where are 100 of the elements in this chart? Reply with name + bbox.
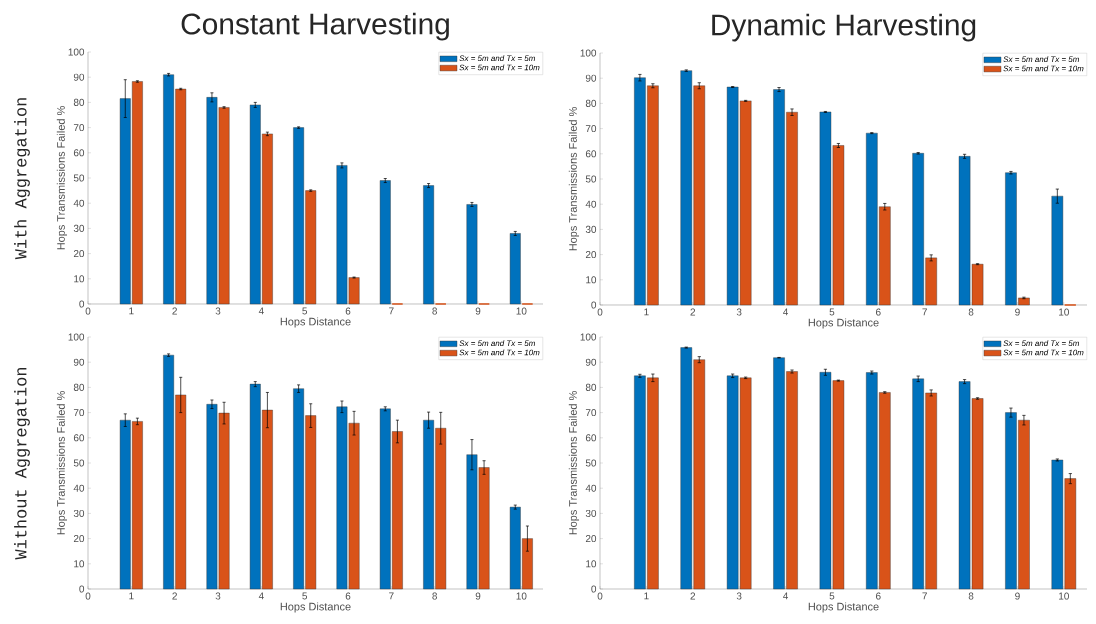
y-tick-label: 20 <box>585 251 597 259</box>
bar <box>379 180 391 305</box>
y-tick-label: 70 <box>73 409 85 417</box>
y-tick-label: 20 <box>585 535 597 543</box>
y-tick-label: 30 <box>73 509 85 517</box>
y-tick-label: 10 <box>74 560 85 568</box>
x-axis-title: Hops Distance <box>280 602 351 613</box>
x-tick-label: 7 <box>922 308 927 316</box>
x-tick-label: 1 <box>644 592 649 600</box>
x-tick-label: 8 <box>968 592 974 600</box>
x-tick-label: 7 <box>389 592 394 600</box>
y-tick-label: 80 <box>585 99 597 107</box>
y-tick-label: 50 <box>73 459 85 467</box>
bar <box>509 233 521 305</box>
x-tick-label: 1 <box>129 592 134 600</box>
x-tick-label: 9 <box>1015 308 1020 316</box>
x-tick-label: 10 <box>1059 592 1069 600</box>
y-tick-label: 100 <box>68 333 85 341</box>
x-tick-label: 5 <box>829 592 835 600</box>
x-axis-title: Hops Distance <box>808 602 879 613</box>
y-tick-label: 10 <box>74 275 85 283</box>
x-tick-label: 5 <box>829 308 835 316</box>
y-tick-label: 70 <box>73 124 85 132</box>
y-tick-label: 0 <box>79 585 85 593</box>
y-tick-label: 90 <box>73 73 85 81</box>
y-tick-label: 70 <box>585 125 597 133</box>
bar <box>423 185 434 305</box>
y-axis-title: Hops Transmissions Failed % <box>568 391 580 535</box>
x-tick-label: 3 <box>736 592 742 600</box>
x-tick-label: 3 <box>215 307 221 315</box>
y-tick-label: 0 <box>79 300 85 308</box>
x-tick-label: 8 <box>432 307 438 315</box>
y-tick-label: 10 <box>586 276 597 284</box>
x-tick-label: 6 <box>876 592 881 600</box>
x-tick-label: 10 <box>516 307 527 315</box>
x-tick-label: 2 <box>690 308 696 316</box>
x-tick-label: 3 <box>215 592 221 600</box>
y-tick-label: 20 <box>73 535 85 543</box>
y-tick-label: 20 <box>73 250 85 258</box>
x-tick-label: 2 <box>172 307 177 315</box>
bar <box>466 204 478 305</box>
y-tick-label: 50 <box>73 174 85 182</box>
x-tick-label: 4 <box>258 592 264 600</box>
x-tick-label: 1 <box>129 307 134 315</box>
y-axis-title: Hops Transmissions Failed % <box>568 107 580 251</box>
y-tick-label: 60 <box>73 149 85 157</box>
x-tick-label: 10 <box>1059 308 1069 316</box>
y-tick-label: 40 <box>585 200 597 208</box>
y-tick-label: 10 <box>586 560 597 568</box>
y-tick-label: 40 <box>73 484 85 492</box>
y-tick-label: 30 <box>585 509 597 517</box>
x-tick-label: 7 <box>922 592 927 600</box>
y-tick-label: 70 <box>585 409 597 417</box>
text: Without Aggregation <box>14 367 30 560</box>
x-tick-label: 1 <box>644 308 649 316</box>
y-axis-title: Hops Transmissions Failed % <box>56 391 68 535</box>
x-tick-label: 2 <box>690 592 696 600</box>
x-tick-label: 10 <box>516 592 527 600</box>
x-tick-label: 8 <box>432 592 438 600</box>
y-axis-title: Hops Transmissions Failed % <box>56 106 68 250</box>
y-tick-label: 50 <box>585 175 597 183</box>
x-tick-label: 4 <box>783 592 789 600</box>
x-tick-label: 0 <box>597 308 603 316</box>
y-tick-label: 100 <box>580 49 597 57</box>
x-tick-label: 6 <box>345 307 351 315</box>
x-tick-label: 4 <box>258 307 264 315</box>
x-tick-label: 2 <box>172 592 177 600</box>
y-tick-label: 30 <box>73 224 85 232</box>
y-tick-label: 100 <box>68 48 85 56</box>
x-tick-label: 0 <box>85 592 91 600</box>
x-axis-title: Hops Distance <box>808 318 879 329</box>
y-tick-label: 40 <box>73 199 85 207</box>
y-tick-label: 90 <box>73 358 85 366</box>
y-tick-label: 0 <box>591 585 597 593</box>
x-tick-label: 6 <box>876 308 881 316</box>
y-tick-label: 60 <box>585 434 597 442</box>
y-tick-label: 40 <box>585 484 597 492</box>
x-tick-label: 7 <box>389 307 394 315</box>
x-tick-label: 0 <box>597 592 603 600</box>
y-tick-label: 80 <box>585 383 597 391</box>
y-tick-label: 80 <box>73 98 85 106</box>
y-tick-label: 30 <box>585 225 597 233</box>
x-tick-label: 8 <box>968 308 974 316</box>
bar <box>1051 195 1064 306</box>
y-tick-label: 100 <box>580 333 597 341</box>
y-tick-label: 50 <box>585 459 597 467</box>
x-axis-title: Hops Distance <box>280 317 351 328</box>
x-tick-label: 4 <box>783 308 789 316</box>
x-tick-label: 0 <box>85 307 91 315</box>
x-tick-label: 9 <box>1015 592 1020 600</box>
y-tick-label: 90 <box>585 74 597 82</box>
text: With Aggregation <box>14 98 30 260</box>
y-tick-label: 80 <box>73 383 85 391</box>
chart-title: Constant Harvesting <box>181 12 449 41</box>
y-tick-label: 90 <box>585 358 597 366</box>
y-tick-label: 0 <box>591 301 597 309</box>
x-tick-label: 3 <box>736 308 742 316</box>
x-tick-label: 9 <box>475 592 481 600</box>
y-tick-label: 60 <box>585 150 597 158</box>
x-tick-label: 5 <box>302 307 308 315</box>
